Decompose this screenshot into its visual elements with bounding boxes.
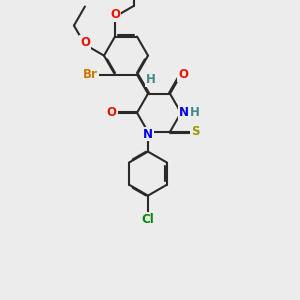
Text: H: H <box>146 73 156 86</box>
Text: O: O <box>80 36 90 49</box>
Text: Br: Br <box>83 68 98 81</box>
Text: Cl: Cl <box>142 213 154 226</box>
Text: O: O <box>110 8 120 21</box>
Text: N: N <box>143 128 153 140</box>
Text: O: O <box>178 68 188 81</box>
Text: O: O <box>107 106 117 119</box>
Text: H: H <box>190 106 200 119</box>
Text: N: N <box>179 106 189 119</box>
Text: S: S <box>191 125 200 138</box>
